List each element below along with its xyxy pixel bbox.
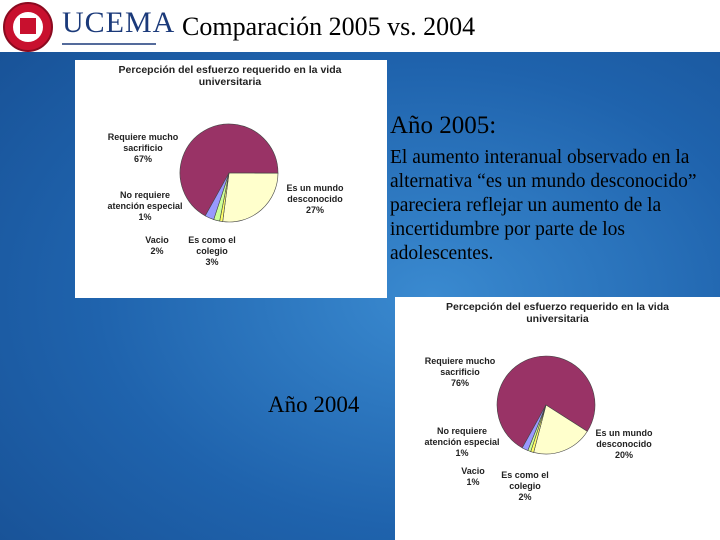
slice-label: Es un mundo desconocido 20% xyxy=(584,428,664,461)
slice-label: Es como el colegio 3% xyxy=(172,235,252,268)
pie-slice xyxy=(179,123,279,217)
slice-label: Requiere mucho sacrificio 76% xyxy=(420,356,500,389)
slice-value: 67% xyxy=(133,154,152,164)
slice-label: No requiere atención especial 1% xyxy=(105,190,185,223)
slice-value: 2% xyxy=(150,246,164,256)
paragraph: El aumento interanual observado en la al… xyxy=(390,147,697,264)
slice-value: 27% xyxy=(305,205,324,215)
slice-value: 20% xyxy=(614,450,633,460)
pie-slice xyxy=(496,355,596,449)
slice-category: Requiere mucho sacrificio xyxy=(424,356,496,377)
logo-text: UCEMA xyxy=(62,6,176,39)
slice-category: Vacio xyxy=(145,235,169,245)
slice-value: 3% xyxy=(205,257,219,267)
pie-slice xyxy=(222,172,279,223)
chart-title: Percepción del esfuerzo requerido en la … xyxy=(118,64,342,88)
slice-value: 76% xyxy=(450,378,469,388)
slide-title: Comparación 2005 vs. 2004 xyxy=(182,12,476,41)
slice-value: 1% xyxy=(455,448,469,458)
slice-category: Es un mundo desconocido xyxy=(595,428,653,449)
slice-label: Es un mundo desconocido 27% xyxy=(275,183,355,216)
slice-value: 1% xyxy=(466,477,480,487)
chart-title: Percepción del esfuerzo requerido en la … xyxy=(446,301,669,325)
slice-label: Vacio 1% xyxy=(433,466,513,488)
slice-category: No requiere atención especial xyxy=(424,426,500,447)
slice-category: Vacio xyxy=(461,466,485,476)
pie-slice xyxy=(204,172,230,220)
slice-category: No requiere atención especial xyxy=(107,190,183,211)
slice-category: Es como el colegio xyxy=(501,470,549,491)
slice-value: 1% xyxy=(138,212,152,222)
slice-category: Requiere mucho sacrificio xyxy=(107,132,179,153)
year-label: Año 2004 xyxy=(268,392,360,417)
slice-label: Vacio 2% xyxy=(117,235,197,257)
slice-label: Es como el colegio 2% xyxy=(485,470,565,503)
slice-category: Es un mundo desconocido xyxy=(286,183,344,204)
slice-value: 2% xyxy=(518,492,532,502)
slice-label: Requiere mucho sacrificio 67% xyxy=(103,132,183,165)
pie-slice xyxy=(521,404,547,451)
pie-slice xyxy=(533,404,588,455)
slice-label: No requiere atención especial 1% xyxy=(422,426,502,459)
year-label: Año 2005: xyxy=(390,112,497,139)
slice-category: Es como el colegio xyxy=(188,235,236,256)
